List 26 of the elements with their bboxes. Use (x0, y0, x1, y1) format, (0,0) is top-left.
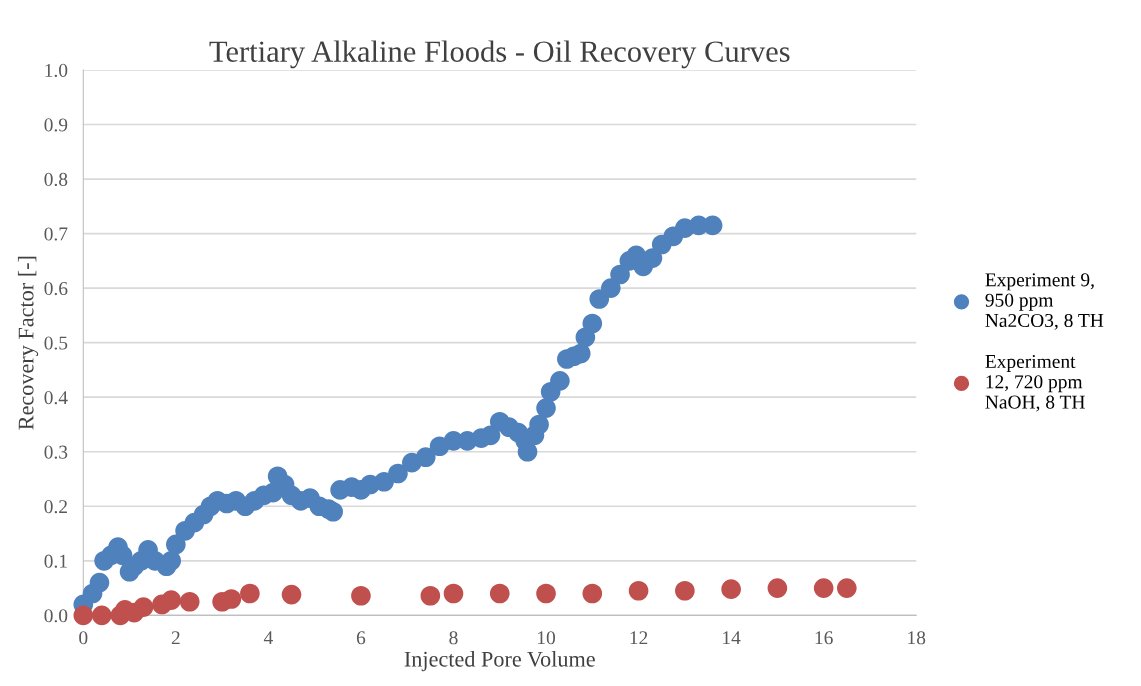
y-tick-label: 0.0 (44, 609, 68, 623)
x-tick-label: 12 (630, 631, 648, 645)
x-tick-label: 4 (263, 631, 273, 645)
y-tick-label: 0.6 (44, 281, 68, 296)
legend-label: Experiment 9, 950 ppm Na2CO3, 8 TH (985, 273, 1104, 330)
y-tick-label: 1.0 (45, 63, 68, 77)
y-tick-label: 0.1 (44, 554, 67, 568)
chart-title: Tertiary Alkaline Floods - Oil Recovery Curves (209, 40, 790, 69)
y-tick-label: 0.8 (44, 172, 68, 187)
x-tick-label: 14 (723, 631, 741, 645)
x-tick-label: 8 (449, 631, 458, 645)
y-tick-label: 0.5 (44, 336, 68, 350)
x-tick-label: 16 (815, 631, 833, 645)
legend-label: Experiment 12, 720 ppm NaOH, 8 TH (985, 354, 1085, 412)
x-tick-label: 0 (79, 631, 88, 645)
y-tick-label: 0.7 (44, 227, 68, 241)
y-tick-label: 0.4 (44, 391, 68, 405)
y-tick-label: 0.3 (44, 445, 68, 459)
y-axis-title: Recovery Factor [-] (17, 256, 39, 430)
x-axis-title: Injected Pore Volume (404, 651, 595, 672)
y-tick-label: 0.2 (44, 500, 67, 514)
x-tick-label: 6 (356, 631, 366, 645)
x-tick-label: 18 (908, 631, 926, 645)
x-tick-label: 10 (538, 631, 556, 645)
x-tick-label: 2 (171, 631, 180, 645)
y-tick-label: 0.9 (44, 118, 68, 132)
